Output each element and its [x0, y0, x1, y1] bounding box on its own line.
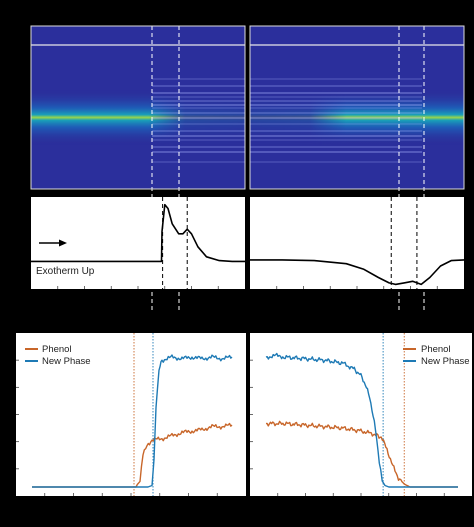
dsc-plot-area	[250, 197, 464, 289]
cooling-dsc	[250, 197, 465, 289]
series-line-new-phase	[32, 354, 233, 488]
fraction-plot-area	[250, 333, 472, 496]
arrow-head	[59, 239, 67, 247]
crystal-line-group	[250, 26, 425, 310]
dsc-line	[250, 259, 465, 286]
dsc-content	[31, 197, 245, 289]
crystal-line-group	[151, 26, 245, 310]
legend: Phenol New Phase	[25, 344, 91, 367]
heatmap-frame	[249, 25, 465, 190]
cooling-fraction: Phenol New Phase	[250, 333, 472, 496]
series-line-new-phase	[265, 352, 458, 488]
legend-label-new-phase: New Phase	[42, 356, 91, 367]
dsc-line	[31, 203, 245, 263]
heating-dsc: Exotherm Up	[31, 197, 245, 289]
legend-label-phenol: Phenol	[42, 344, 72, 355]
heating-fraction: Phenol New Phase	[16, 333, 246, 496]
cooling-heatmap	[249, 25, 465, 310]
heating-heatmap	[30, 25, 246, 310]
heating-arrow	[39, 239, 67, 247]
exotherm-label: Exotherm Up	[36, 266, 95, 277]
legend-label-new-phase: New Phase	[421, 356, 470, 367]
fraction-content	[16, 333, 233, 496]
dsc-content	[250, 197, 465, 289]
legend-label-phenol: Phenol	[421, 344, 451, 355]
heatmap-frame	[30, 25, 246, 190]
legend: Phenol New Phase	[403, 344, 470, 367]
